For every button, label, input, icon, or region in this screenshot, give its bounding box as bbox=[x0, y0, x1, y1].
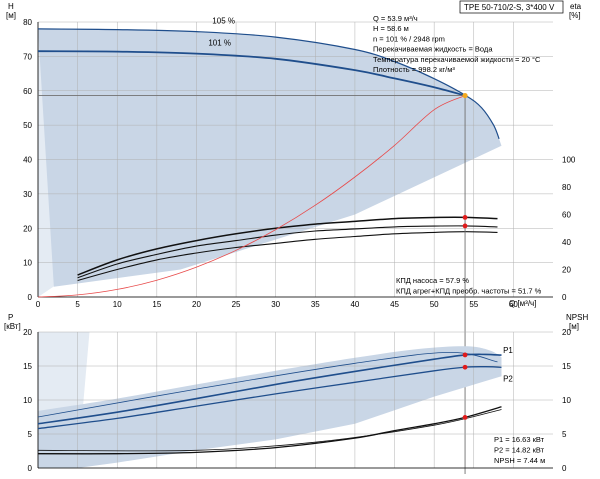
system-curve bbox=[37, 95, 466, 298]
y-tick-label: 80 bbox=[23, 18, 32, 27]
y-tick-label: 0 bbox=[28, 293, 33, 302]
y-tick-label: 40 bbox=[23, 156, 32, 165]
power-curve-p1 bbox=[37, 353, 502, 425]
duty-info-line: H = 58.6 м bbox=[373, 24, 409, 33]
y-axis-unit-h: [м] bbox=[6, 11, 16, 20]
duty-info-line: n = 101 % / 2948 rpm bbox=[373, 34, 445, 43]
y2-axis-unit-npsh: [м] bbox=[569, 322, 579, 331]
x-axis-label-top: Q [м³/ч] bbox=[509, 299, 536, 308]
x-tick-label: 45 bbox=[390, 300, 399, 309]
power-envelope-line bbox=[37, 351, 498, 418]
y-tick-label: 50 bbox=[23, 121, 32, 130]
operating-envelope bbox=[38, 28, 502, 287]
head-tick-labels: 0 5 10 15 20 25 30 35 40 45 50 55 60 0 10 20 30 40 50 60 70 8… bbox=[23, 18, 576, 309]
efficiency-marker bbox=[462, 214, 468, 220]
curve-label-p2: P2 bbox=[503, 375, 513, 384]
y2-tick-label: 40 bbox=[562, 238, 571, 247]
x-tick-label: 0 bbox=[36, 300, 41, 309]
x-tick-label: 20 bbox=[192, 300, 201, 309]
curve-label-p1: P1 bbox=[503, 346, 513, 355]
x-tick-label: 55 bbox=[469, 300, 478, 309]
y2-tick-label: 100 bbox=[562, 156, 576, 165]
y-tick-label: 70 bbox=[23, 52, 32, 61]
y-axis-label-p: P bbox=[8, 313, 13, 322]
curve-label-105: 105 % bbox=[212, 17, 235, 26]
power-curve-npsh bbox=[37, 406, 502, 455]
power-curve-p2 bbox=[37, 366, 502, 430]
head-panel: 105 %101 % 0 5 10 15 20 25 30 35 40 45 50 55 6001020… bbox=[6, 0, 582, 474]
y-axis-label-h: H bbox=[8, 2, 14, 11]
x-tick-label: 50 bbox=[430, 300, 439, 309]
x-tick-label: 10 bbox=[113, 300, 122, 309]
power-curves: P1 P2 bbox=[37, 346, 513, 455]
duty-info-line: Температура перекачиваемой жидкости = 20… bbox=[373, 55, 541, 64]
head-curves: 105 % 101 % bbox=[37, 17, 500, 474]
x-tick-label: 30 bbox=[271, 300, 280, 309]
efficiency-info-line: КПД насоса = 57.9 % bbox=[396, 276, 469, 285]
duty-point-marker bbox=[462, 92, 468, 99]
efficiency-info: КПД насоса = 57.9 % КПД агрег+КПД преобр.… bbox=[396, 276, 542, 296]
model-title-box bbox=[459, 0, 564, 14]
x-tick-label: 60 bbox=[509, 300, 518, 309]
power-duty-marker bbox=[462, 352, 468, 358]
efficiency-curve bbox=[77, 216, 498, 276]
y-tick-label: 15 bbox=[23, 362, 32, 371]
y2-tick-label: 15 bbox=[562, 362, 571, 371]
x-tick-label: 25 bbox=[232, 300, 241, 309]
y2-tick-label: 0 bbox=[562, 293, 567, 302]
duty-point-info: Q = 53.9 м³/чH = 58.6 мn = 101 % / 2948 … bbox=[373, 14, 541, 74]
y2-axis-unit-eta: [%] bbox=[569, 11, 581, 20]
x-tick-label: 15 bbox=[152, 300, 161, 309]
y2-tick-label: 20 bbox=[562, 266, 571, 275]
model-title: TPE 50-710/2-S, 3*400 V bbox=[464, 3, 555, 12]
duty-info-line: Q = 53.9 м³/ч bbox=[373, 14, 418, 23]
y-tick-label: 10 bbox=[23, 259, 32, 268]
efficiency-curve bbox=[77, 231, 498, 282]
y-tick-label: 5 bbox=[28, 430, 33, 439]
head-grid bbox=[37, 21, 553, 298]
y-axis-unit-p: [кВт] bbox=[4, 322, 21, 331]
npsh-envelope-line bbox=[37, 409, 502, 452]
y2-tick-label: 0 bbox=[562, 464, 567, 473]
power-duty-marker bbox=[462, 364, 468, 370]
efficiency-info-line: КПД агрег+КПД преобр. частоты = 51.7 % bbox=[396, 287, 542, 296]
x-tick-label: 35 bbox=[311, 300, 320, 309]
power-info-line: P1 = 16.63 кВт bbox=[494, 435, 545, 444]
curve-101 bbox=[37, 50, 466, 97]
y-tick-label: 60 bbox=[23, 87, 32, 96]
power-envelope bbox=[38, 346, 502, 468]
efficiency-curve bbox=[77, 225, 498, 279]
power-tick-labels: 0 5 10 15 20 0 5 10 15 20 bbox=[23, 328, 571, 473]
power-info-line: P2 = 14.82 кВт bbox=[494, 446, 545, 455]
y2-axis-label-npsh: NPSH bbox=[566, 313, 588, 322]
power-duty-marker bbox=[462, 415, 468, 420]
power-grid bbox=[37, 331, 553, 469]
x-tick-label: 40 bbox=[350, 300, 359, 309]
power-panel: P1 P2 0 5 10 15 20 0 5 10 15 20 P [кВт] NPSH [м] P… bbox=[4, 313, 588, 473]
y-tick-label: 0 bbox=[28, 464, 33, 473]
efficiency-marker bbox=[462, 223, 468, 229]
y2-tick-label: 10 bbox=[562, 396, 571, 405]
y2-tick-label: 60 bbox=[562, 211, 571, 220]
y2-tick-label: 20 bbox=[562, 328, 571, 337]
y2-tick-label: 80 bbox=[562, 183, 571, 192]
y-tick-label: 10 bbox=[23, 396, 32, 405]
duty-info-line: Перекачиваемая жидкость = Вода bbox=[373, 45, 493, 54]
curve-105 bbox=[37, 28, 500, 140]
power-info-line: NPSH = 7.44 м bbox=[494, 456, 545, 465]
y-tick-label: 30 bbox=[23, 190, 32, 199]
y-tick-label: 20 bbox=[23, 328, 32, 337]
duty-info-line: Плотность = 998.2 кг/м³ bbox=[373, 65, 455, 74]
y-tick-label: 20 bbox=[23, 224, 32, 233]
y2-tick-label: 5 bbox=[562, 430, 567, 439]
x-tick-label: 5 bbox=[75, 300, 80, 309]
y2-axis-label-eta: eta bbox=[570, 2, 582, 11]
curve-label-101: 101 % bbox=[208, 38, 231, 47]
